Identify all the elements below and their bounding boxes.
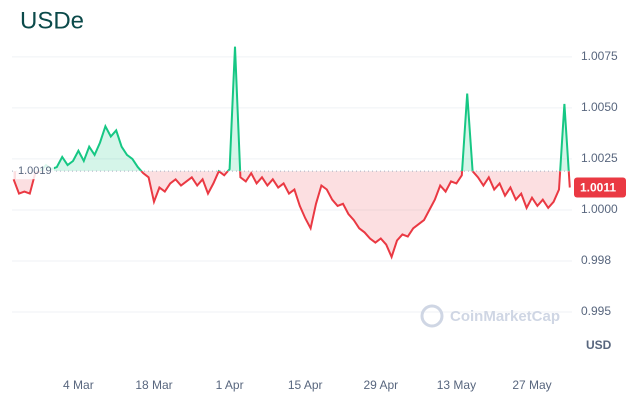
watermark: CoinMarketCap [450, 308, 560, 325]
x-tick-label: 18 Mar [135, 378, 172, 392]
line-down [12, 171, 571, 260]
logo [420, 304, 444, 328]
y-tick-label: 1.0025 [581, 151, 618, 165]
unit-label: USD [586, 338, 612, 352]
y-tick-label: 1.0075 [581, 49, 618, 63]
baseline-label-bg [16, 163, 54, 180]
overlay: 1.0019 1.0011 [12, 163, 626, 198]
y-tick-label: 0.998 [581, 253, 611, 267]
x-tick-label: 1 Apr [216, 378, 244, 392]
y-tick-label: 0.995 [581, 304, 611, 318]
x-tick-label: 29 Apr [363, 378, 398, 392]
watermark-logo [420, 304, 444, 328]
baseline-label: 1.0019 [18, 165, 52, 177]
plot [12, 46, 571, 260]
x-tick-label: 15 Apr [288, 378, 323, 392]
price-badge [574, 177, 626, 198]
y-tick-label: 1.0050 [581, 100, 618, 114]
x-tick-label: 27 May [512, 378, 551, 392]
chart-title: USDe [20, 7, 84, 34]
x-tick-label: 4 Mar [63, 378, 94, 392]
line-up [37, 46, 570, 172]
x-tick-label: 13 May [437, 378, 476, 392]
grid: 0.995 0.998 1.0000 1.0025 1.0050 1.0075 4 Mar 1… [12, 49, 618, 392]
price-badge-label: 1.0011 [580, 181, 616, 195]
y-tick-label: 1.0000 [581, 202, 618, 216]
